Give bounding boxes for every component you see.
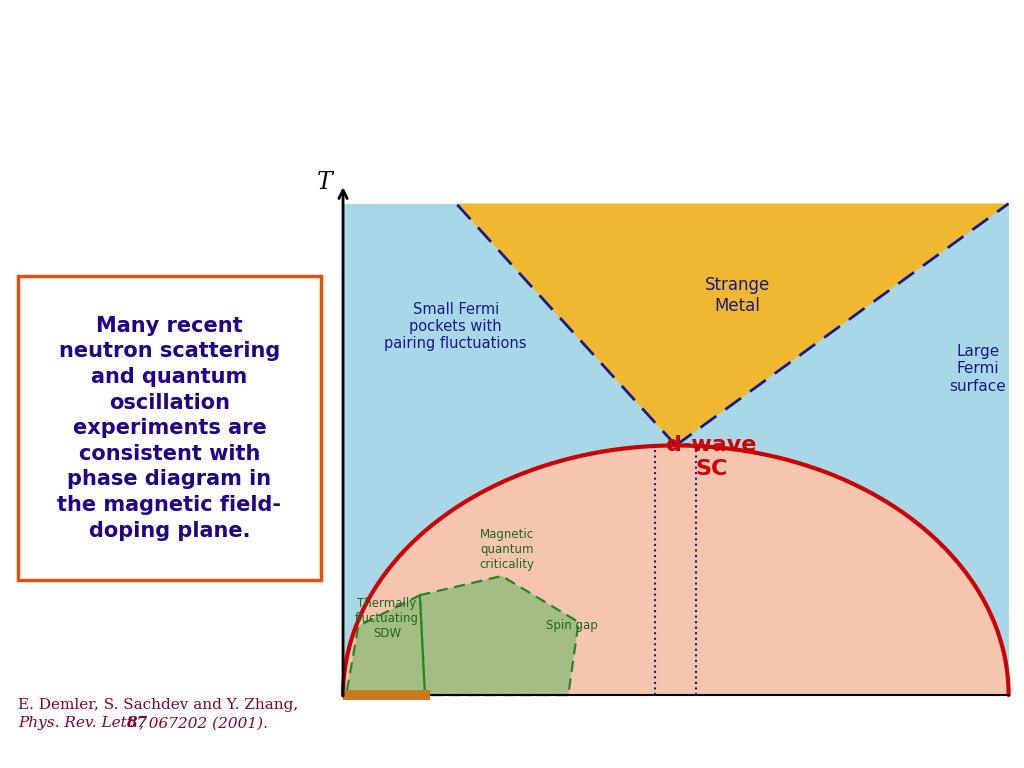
Text: Thermally
fluctuating
SDW: Thermally fluctuating SDW bbox=[355, 597, 419, 640]
Text: 87: 87 bbox=[126, 717, 147, 730]
Polygon shape bbox=[346, 595, 425, 695]
Text: Magnetic
quantum
criticality: Magnetic quantum criticality bbox=[479, 528, 535, 571]
Text: Spin gap: Spin gap bbox=[546, 620, 597, 632]
Polygon shape bbox=[457, 204, 1009, 445]
Text: Many recent
neutron scattering
and quantum
oscillation
experiments are
consisten: Many recent neutron scattering and quant… bbox=[57, 316, 282, 541]
Text: , 067202 (2001).: , 067202 (2001). bbox=[139, 717, 268, 730]
Polygon shape bbox=[420, 576, 579, 695]
Text: Strange
Metal: Strange Metal bbox=[705, 276, 770, 315]
Bar bbox=[343, 690, 430, 700]
Text: Phys. Rev. Lett.: Phys. Rev. Lett. bbox=[18, 717, 143, 730]
Bar bbox=[343, 204, 1009, 695]
Text: Large
Fermi
surface: Large Fermi surface bbox=[949, 344, 1007, 393]
Text: d-wave
SC: d-wave SC bbox=[667, 435, 757, 478]
Polygon shape bbox=[343, 445, 1009, 695]
Text: E. Demler, S. Sachdev and Y. Zhang,: E. Demler, S. Sachdev and Y. Zhang, bbox=[18, 698, 299, 712]
FancyBboxPatch shape bbox=[18, 276, 321, 580]
Text: T: T bbox=[316, 171, 333, 194]
Text: Small Fermi
pockets with
pairing fluctuations: Small Fermi pockets with pairing fluctua… bbox=[384, 302, 527, 351]
